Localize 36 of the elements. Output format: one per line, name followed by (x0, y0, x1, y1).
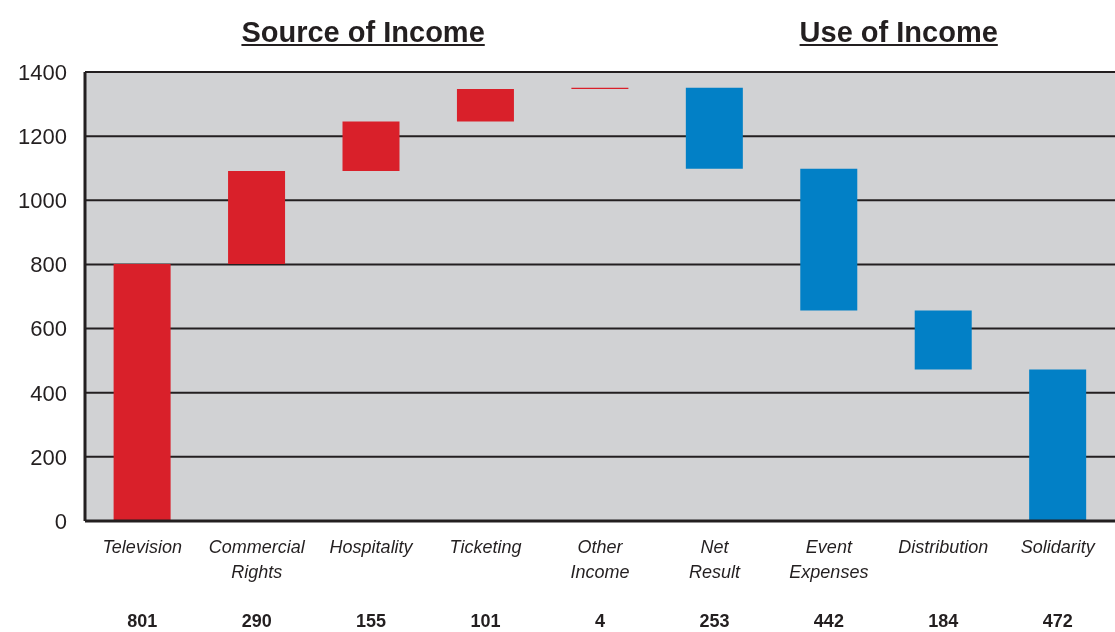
data-label: 4 (594, 611, 606, 631)
text: Use of Income (799, 16, 998, 49)
y-tick-label: 1000 (18, 188, 67, 214)
x-tick-label: Commercial Rights (208, 537, 306, 582)
y-tick-label: 600 (30, 316, 67, 342)
x-tick-label: Television (102, 537, 182, 557)
bar (1029, 369, 1087, 521)
x-tick-label: Event Expenses (789, 537, 869, 582)
x-tick-label: Solidarity (1020, 537, 1096, 557)
bar (228, 171, 286, 265)
data-label: 472 (1042, 611, 1073, 631)
y-tick-label: 1400 (18, 59, 67, 85)
bar (800, 168, 858, 311)
y-tick-label: 200 (30, 444, 67, 470)
data-label: 253 (699, 611, 730, 631)
bar (685, 87, 743, 169)
data-label: 184 (928, 611, 959, 631)
x-tick-label: Other Income (570, 537, 630, 582)
y-tick-label: 400 (30, 380, 67, 406)
x-tick-label: Net Result (688, 537, 741, 582)
data-label: 442 (813, 611, 844, 631)
source-note: Source of Income (241, 16, 485, 49)
y-tick-label: 1200 (18, 123, 67, 149)
bar (914, 310, 972, 370)
x-tick-label: Distribution (898, 537, 989, 557)
data-label: 101 (470, 611, 501, 631)
y-tick-label: 0 (54, 508, 67, 534)
x-tick-label: Ticketing (449, 537, 522, 557)
bar (342, 121, 400, 172)
data-label: 290 (241, 611, 272, 631)
data-label: 801 (127, 611, 158, 631)
bar (456, 89, 514, 122)
bar (113, 264, 171, 521)
x-tick-label: Hospitality (329, 537, 414, 557)
data-label: 155 (356, 611, 387, 631)
y-tick-label: 800 (30, 252, 67, 278)
